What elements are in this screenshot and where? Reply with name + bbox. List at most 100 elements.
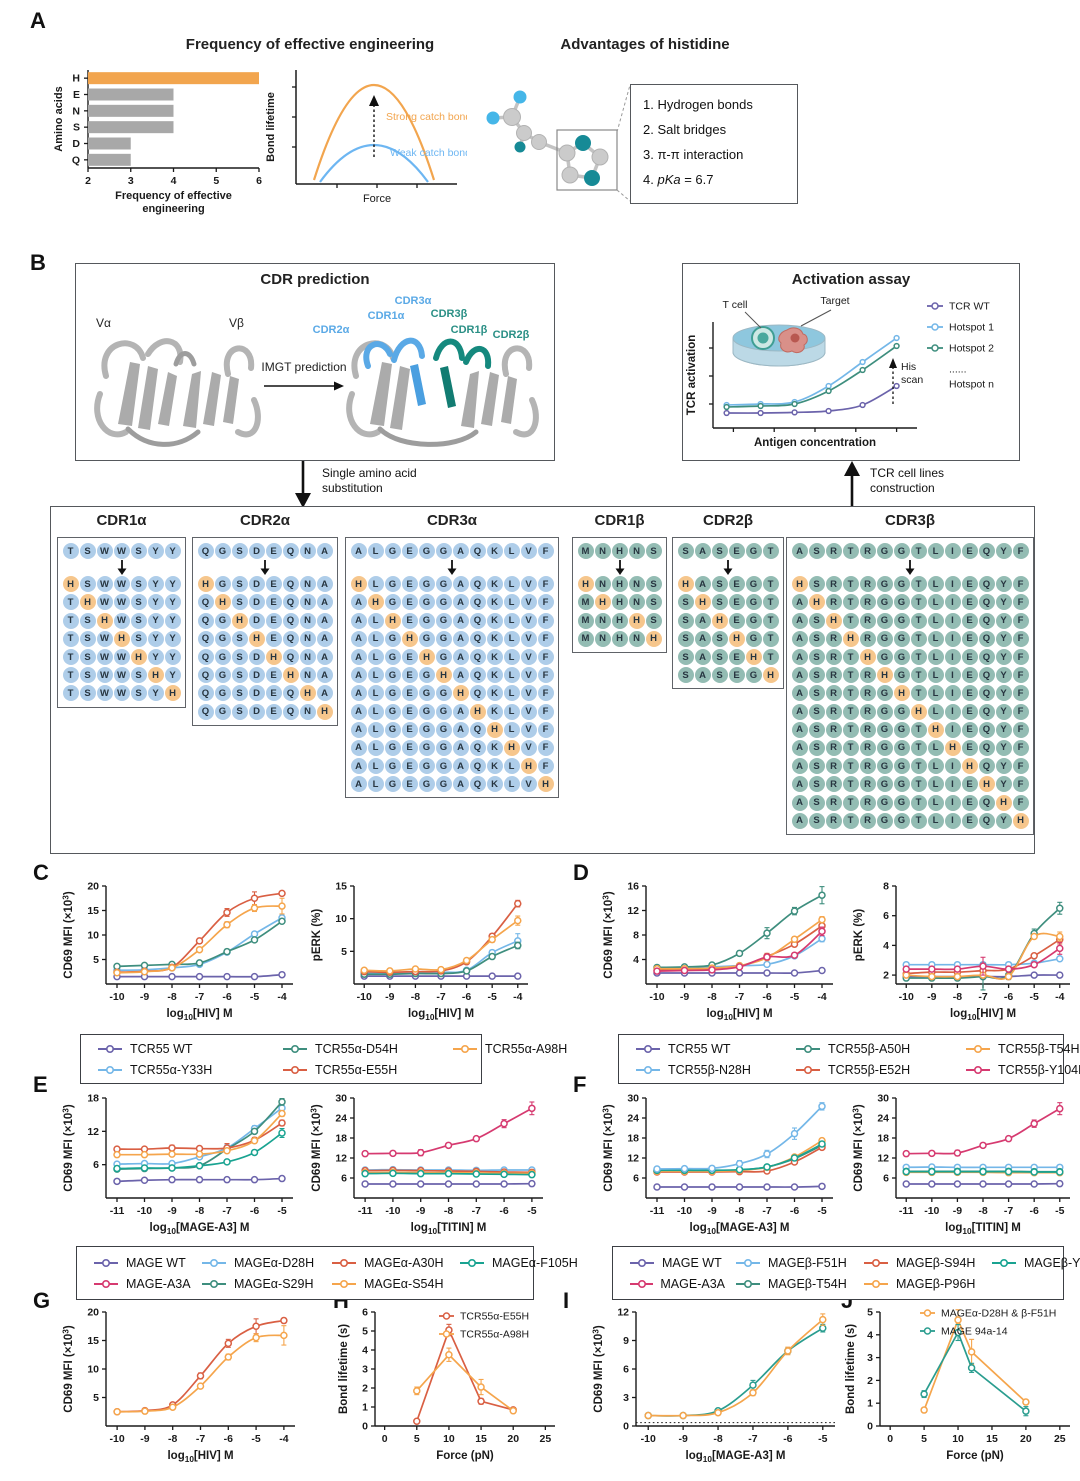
residue-circle: T xyxy=(842,543,859,560)
residue-circle: F xyxy=(1012,776,1029,793)
svg-text:-5: -5 xyxy=(250,991,259,1003)
residue-circle: A xyxy=(350,685,367,702)
chart-g: -10 -9 -8 -7 -6 -5 -4 5 10 15 20 log10[HIV] M CD69 M… xyxy=(60,1300,305,1472)
residue-circle: R xyxy=(825,721,842,738)
svg-text:MAGE 94a-14: MAGE 94a-14 xyxy=(941,1326,1008,1338)
residue-circle: T xyxy=(910,812,927,829)
svg-text:-6: -6 xyxy=(224,1433,233,1445)
panel-a-label: A xyxy=(30,8,46,33)
residue-circle: H xyxy=(893,685,910,702)
residue-circle: A xyxy=(350,594,367,611)
residue-circle: H xyxy=(384,612,401,629)
legend-marker-icon xyxy=(283,1044,307,1053)
residue-circle: G xyxy=(418,776,435,793)
svg-text:-6: -6 xyxy=(762,991,771,1003)
residue-circle: S xyxy=(808,612,825,629)
catch-bond-plot: Strong catch bond Weak catch bond Bond lif… xyxy=(262,62,467,220)
residue-circle: S xyxy=(677,649,694,666)
residue-circle: G xyxy=(876,543,893,560)
residue-circle: I xyxy=(944,576,961,593)
residue-circle: G xyxy=(876,721,893,738)
residue-circle: A xyxy=(350,758,367,775)
svg-text:3: 3 xyxy=(362,1364,368,1376)
legend-box-c: TCR55 WT TCR55α-D54H TCR55α-A98H TCR55α-Y33… xyxy=(80,1034,567,1084)
legend-marker-icon xyxy=(864,1258,888,1267)
residue-circle: L xyxy=(503,576,520,593)
residue-circle: L xyxy=(927,630,944,647)
residue-circle: Y xyxy=(147,649,164,666)
legend-label: MAGEα-D28H xyxy=(234,1255,315,1270)
series-line-TCR55α-E55H xyxy=(117,1319,285,1413)
svg-text:log10[HIV] M: log10[HIV] M xyxy=(408,1008,474,1022)
series-line-MAGEα-D28H & β-F51H xyxy=(648,1318,824,1417)
svg-text:12: 12 xyxy=(877,1153,889,1165)
residue-circle: T xyxy=(910,794,927,811)
residue-circle: T xyxy=(910,739,927,756)
residue-circle: R xyxy=(859,685,876,702)
residue-circle: W xyxy=(96,594,113,611)
residue-circle: H xyxy=(961,758,978,775)
svg-text:16: 16 xyxy=(627,881,639,893)
seq-title-CDR1β: CDR1β xyxy=(594,512,645,529)
cdr-labels-layer: CDR2α CDR1α CDR3α CDR3β CDR1β CDR2β xyxy=(76,264,554,460)
residue-circle: T xyxy=(842,594,859,611)
imgt-arrow-icon xyxy=(264,381,344,391)
seq-title-CDR1α: CDR1α xyxy=(96,512,147,529)
residue-circle: G xyxy=(435,576,452,593)
residue-circle: T xyxy=(910,630,927,647)
residue-circle: Q xyxy=(978,594,995,611)
residue-circle: H xyxy=(927,721,944,738)
residue-circle: G xyxy=(893,576,910,593)
residue-circle: D xyxy=(248,685,265,702)
residue-circle: L xyxy=(367,776,384,793)
residue-circle: S xyxy=(231,685,248,702)
svg-text:-6: -6 xyxy=(250,1205,259,1217)
svg-text:Weak catch bond: Weak catch bond xyxy=(390,147,467,159)
svg-text:Amino acids: Amino acids xyxy=(53,86,65,151)
residue-circle: F xyxy=(537,543,554,560)
residue-circle: S xyxy=(79,630,96,647)
svg-text:CD69 MFI (×103): CD69 MFI (×103) xyxy=(602,891,616,979)
residue-circle: T xyxy=(762,543,779,560)
residue-circle: I xyxy=(944,721,961,738)
legend-label: MAGEα-S54H xyxy=(364,1276,444,1291)
residue-circle: Q xyxy=(978,758,995,775)
svg-text:-10: -10 xyxy=(899,991,914,1003)
residue-circle: N xyxy=(628,594,645,611)
svg-text:H: H xyxy=(72,73,80,85)
residue-circle: H xyxy=(520,758,537,775)
residue-circle: A xyxy=(316,594,333,611)
residue-circle: L xyxy=(503,776,520,793)
residue-circle: E xyxy=(401,685,418,702)
residue-circle: G xyxy=(876,685,893,702)
residue-circle: E xyxy=(961,776,978,793)
residue-circle: A xyxy=(694,630,711,647)
residue-circle: W xyxy=(96,667,113,684)
residue-circle: S xyxy=(231,543,248,560)
svg-text:12: 12 xyxy=(87,1126,99,1138)
residue-circle: S xyxy=(711,630,728,647)
svg-text:10: 10 xyxy=(87,1364,99,1376)
residue-circle: H xyxy=(762,667,779,684)
residue-circle: Y xyxy=(995,594,1012,611)
advantage-item: 1. Hydrogen bonds xyxy=(643,97,753,112)
residue-circle: H xyxy=(711,612,728,629)
residue-circle: A xyxy=(350,649,367,666)
residue-circle: A xyxy=(694,612,711,629)
residue-circle: H xyxy=(62,576,79,593)
legend-marker-icon xyxy=(332,1258,356,1267)
residue-circle: L xyxy=(367,630,384,647)
svg-text:-10: -10 xyxy=(649,991,664,1003)
svg-text:15: 15 xyxy=(87,1335,99,1347)
bar-H xyxy=(88,72,259,85)
residue-circle: W xyxy=(113,612,130,629)
svg-text:Force (pN): Force (pN) xyxy=(436,1450,494,1462)
chart-e2: -11 -10 -9 -8 -7 -6 -5 6 12 18 24 30 log10[TITIN] M C… xyxy=(308,1086,553,1244)
svg-text:3: 3 xyxy=(867,1352,873,1364)
residue-circle: I xyxy=(944,703,961,720)
legend-item: MAGEα-A30H xyxy=(331,1256,449,1270)
